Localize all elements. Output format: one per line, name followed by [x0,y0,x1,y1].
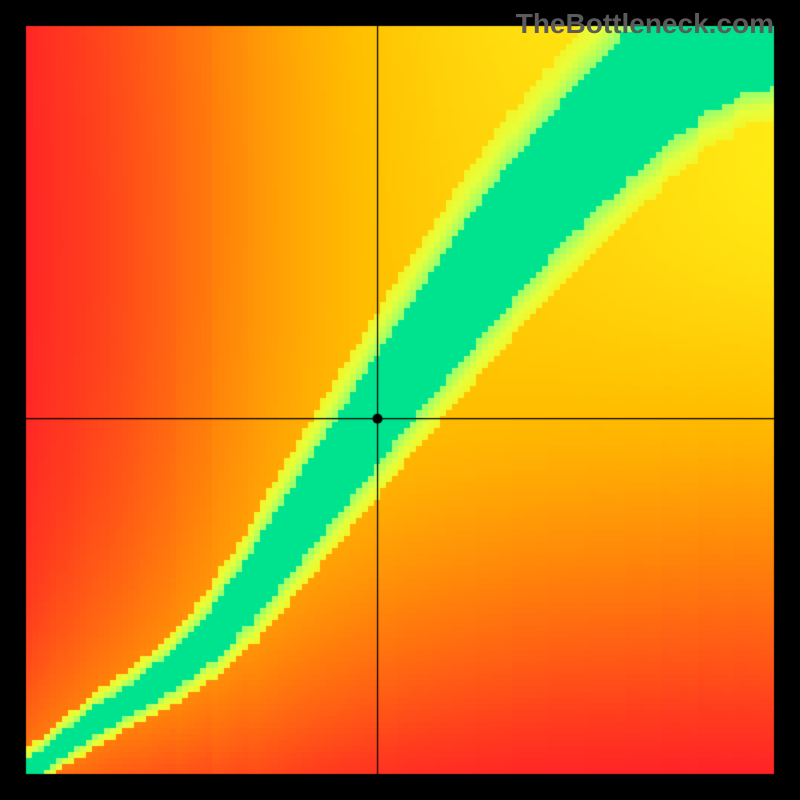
chart-container: TheBottleneck.com [0,0,800,800]
watermark-text: TheBottleneck.com [516,8,774,40]
bottleneck-heatmap [0,0,800,800]
